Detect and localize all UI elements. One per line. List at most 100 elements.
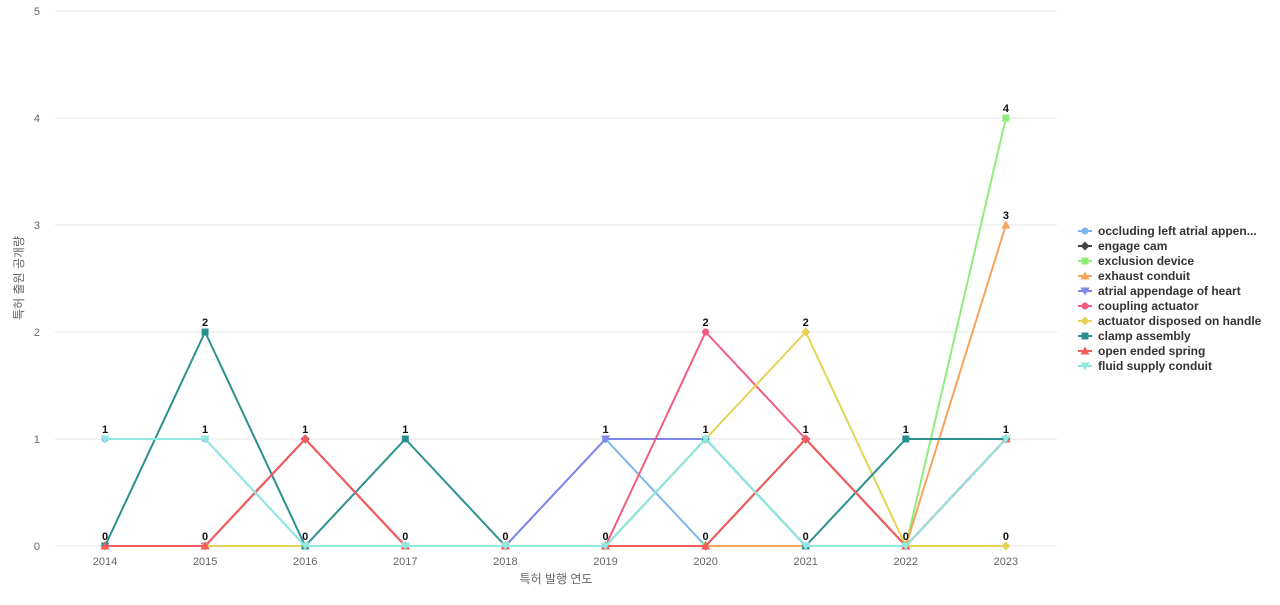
legend-label: exclusion device [1098, 254, 1194, 268]
data-label: 0 [502, 531, 508, 543]
data-label: 2 [703, 317, 709, 329]
legend-marker [1080, 287, 1090, 296]
legend-item[interactable]: open ended spring [1078, 344, 1205, 358]
data-point [1001, 541, 1011, 551]
data-point [801, 434, 811, 443]
legend-label: actuator disposed on handle [1098, 314, 1262, 328]
data-point [200, 435, 210, 444]
data-label: 0 [703, 531, 709, 543]
data-label: 1 [202, 424, 208, 436]
data-point [200, 541, 210, 550]
series-line [105, 438, 1007, 547]
data-label: 2 [803, 317, 809, 329]
data-point [902, 435, 910, 443]
data-label: 4 [1003, 103, 1010, 115]
data-point [100, 541, 110, 550]
legend-label: open ended spring [1098, 344, 1205, 358]
series-3 [100, 220, 1011, 550]
legend-label: engage cam [1098, 239, 1167, 253]
data-point [401, 435, 409, 443]
y-tick-label: 4 [34, 113, 40, 125]
series-9 [100, 435, 1011, 551]
legend-marker [1080, 316, 1090, 326]
data-point [300, 434, 310, 443]
data-point [701, 541, 711, 550]
data-label-layer: 1 0 2 1 0 1 0 1 0 0 1 0 2 1 0 2 1 0 1 0 4 3 1 0 [102, 103, 1010, 543]
data-point [801, 327, 811, 337]
x-tick-label: 2017 [393, 556, 417, 568]
legend-item[interactable]: actuator disposed on handle [1078, 314, 1262, 328]
data-label: 1 [102, 424, 108, 436]
data-label: 2 [202, 317, 208, 329]
data-label: 0 [903, 531, 909, 543]
data-point [500, 542, 510, 551]
data-label: 0 [302, 531, 308, 543]
y-tick-label: 1 [34, 434, 40, 446]
legend-item[interactable]: occluding left atrial appen... [1078, 224, 1257, 238]
x-tick-label: 2016 [293, 556, 317, 568]
x-tick-label: 2015 [193, 556, 217, 568]
legend-item[interactable]: clamp assembly [1078, 329, 1191, 343]
y-tick-label: 5 [34, 6, 40, 18]
legend-item[interactable]: atrial appendage of heart [1078, 284, 1241, 298]
x-axis-title: 특허 발행 연도 [520, 571, 593, 586]
series-layer [100, 114, 1011, 551]
series-4 [100, 435, 1011, 551]
legend-label: clamp assembly [1098, 329, 1191, 343]
y-tick-label: 2 [34, 327, 40, 339]
legend-item[interactable]: exclusion device [1078, 254, 1194, 268]
data-label: 1 [602, 424, 608, 436]
x-tick-label: 2014 [93, 556, 117, 568]
data-label: 0 [1003, 531, 1009, 543]
legend-item[interactable]: coupling actuator [1078, 299, 1199, 313]
legend: occluding left atrial appen...engage cam… [1078, 224, 1262, 373]
legend-marker [1080, 362, 1090, 371]
x-tick-label: 2018 [493, 556, 517, 568]
legend-label: coupling actuator [1098, 299, 1199, 313]
data-point [1002, 114, 1010, 122]
x-tick-label: 2023 [994, 556, 1018, 568]
legend-marker [1080, 271, 1090, 280]
data-label: 1 [703, 424, 709, 436]
data-label: 0 [402, 531, 408, 543]
data-label: 0 [803, 531, 809, 543]
legend-label: fluid supply conduit [1098, 359, 1212, 373]
legend-item[interactable]: fluid supply conduit [1078, 359, 1212, 373]
legend-marker [1080, 346, 1090, 355]
data-point [100, 435, 110, 444]
legend-marker [1081, 227, 1089, 235]
legend-label: atrial appendage of heart [1098, 284, 1241, 298]
data-point [400, 542, 410, 551]
data-label: 0 [102, 531, 108, 543]
legend-marker [1081, 332, 1089, 340]
data-label: 1 [1003, 424, 1009, 436]
y-axis-title: 특허 출원 공개량 [12, 236, 26, 320]
data-label: 1 [302, 424, 308, 436]
legend-item[interactable]: engage cam [1078, 239, 1167, 253]
data-label: 1 [803, 424, 809, 436]
data-point [1001, 435, 1011, 444]
data-label: 1 [903, 424, 909, 436]
data-point [1001, 220, 1011, 229]
data-point [901, 542, 911, 551]
data-point [702, 328, 710, 336]
series-line [105, 224, 1007, 547]
grid-layer [55, 10, 1057, 547]
series-line [105, 438, 1007, 547]
data-label: 3 [1003, 210, 1009, 222]
x-tick-label: 2020 [693, 556, 717, 568]
legend-item[interactable]: exhaust conduit [1078, 269, 1190, 283]
data-point [601, 542, 610, 551]
x-tick-label: 2022 [894, 556, 918, 568]
x-tick-label: 2019 [593, 556, 617, 568]
legend-marker [1081, 302, 1089, 310]
data-point [701, 435, 711, 444]
y-tick-label: 0 [34, 541, 40, 553]
data-point [201, 328, 209, 336]
legend-label: exhaust conduit [1098, 269, 1190, 283]
data-label: 0 [602, 531, 608, 543]
y-tick-label: 3 [34, 220, 40, 232]
